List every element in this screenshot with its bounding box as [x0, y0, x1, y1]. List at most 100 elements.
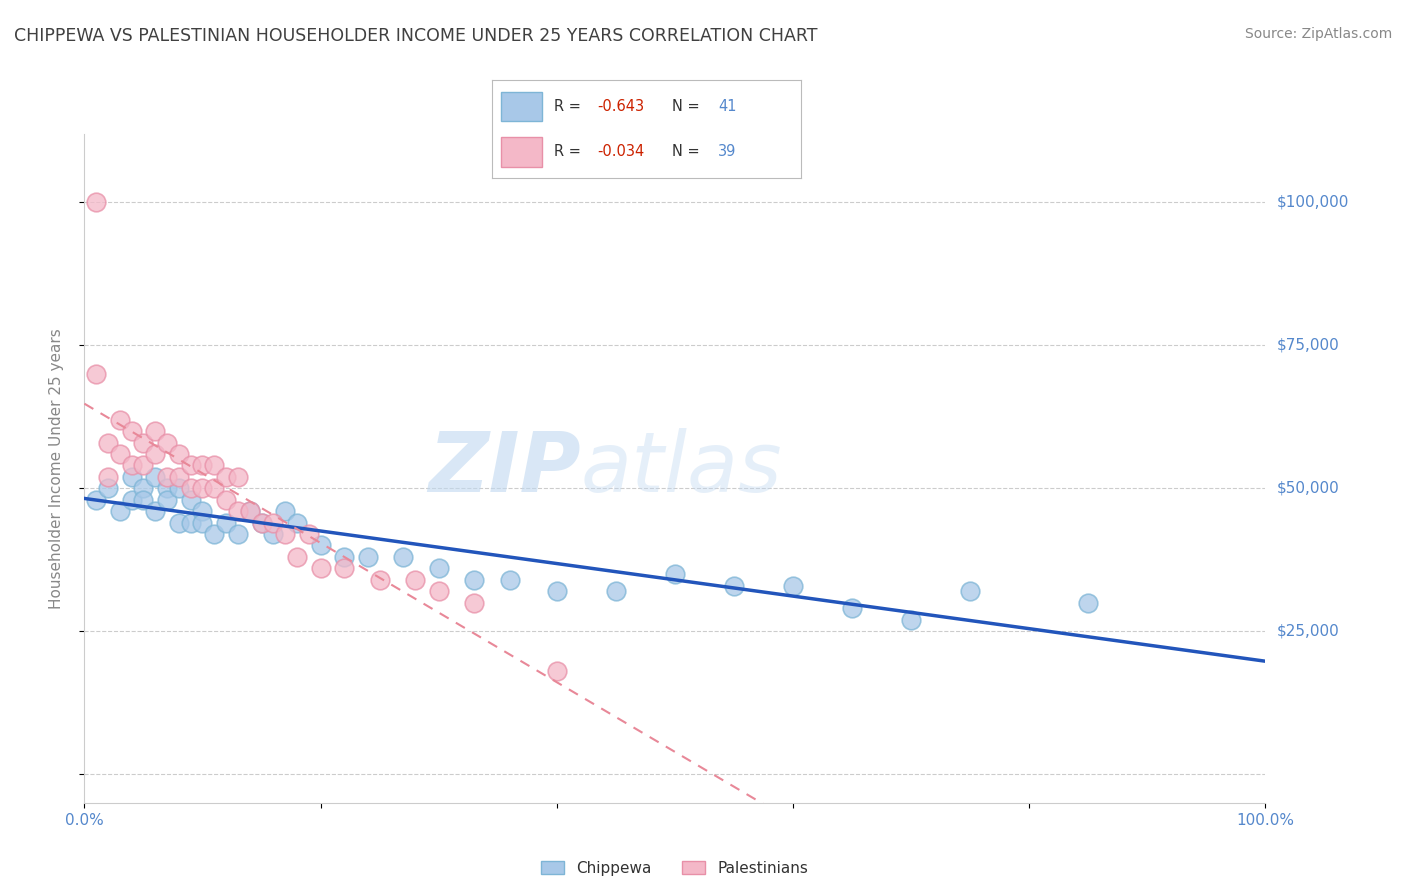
- Point: [404, 573, 426, 587]
- Point: [156, 492, 179, 507]
- Text: $75,000: $75,000: [1277, 338, 1340, 353]
- Point: [97, 481, 120, 495]
- Point: [167, 481, 190, 495]
- Point: [298, 527, 321, 541]
- Point: [191, 458, 214, 473]
- Point: [309, 539, 332, 553]
- Text: N =: N =: [672, 99, 704, 114]
- Point: [143, 504, 166, 518]
- Point: [156, 435, 179, 450]
- Text: $100,000: $100,000: [1277, 195, 1348, 210]
- Point: [97, 470, 120, 484]
- Point: [180, 458, 202, 473]
- Point: [841, 601, 863, 615]
- Point: [167, 516, 190, 530]
- Point: [900, 613, 922, 627]
- Point: [202, 481, 225, 495]
- Point: [191, 481, 214, 495]
- Point: [605, 584, 627, 599]
- Text: $50,000: $50,000: [1277, 481, 1340, 496]
- Point: [167, 447, 190, 461]
- Text: 41: 41: [718, 99, 737, 114]
- Point: [333, 561, 356, 575]
- Text: ZIP: ZIP: [427, 428, 581, 508]
- Point: [97, 435, 120, 450]
- Point: [121, 492, 143, 507]
- Point: [226, 470, 249, 484]
- Point: [191, 516, 214, 530]
- Point: [180, 516, 202, 530]
- Y-axis label: Householder Income Under 25 years: Householder Income Under 25 years: [49, 328, 63, 608]
- Point: [108, 413, 131, 427]
- Point: [357, 549, 380, 564]
- Point: [191, 504, 214, 518]
- Point: [180, 481, 202, 495]
- Text: CHIPPEWA VS PALESTINIAN HOUSEHOLDER INCOME UNDER 25 YEARS CORRELATION CHART: CHIPPEWA VS PALESTINIAN HOUSEHOLDER INCO…: [14, 27, 817, 45]
- Point: [202, 527, 225, 541]
- Text: -0.034: -0.034: [598, 145, 644, 160]
- Point: [180, 492, 202, 507]
- Point: [202, 458, 225, 473]
- Point: [143, 424, 166, 438]
- Point: [546, 584, 568, 599]
- Text: Source: ZipAtlas.com: Source: ZipAtlas.com: [1244, 27, 1392, 41]
- Point: [121, 470, 143, 484]
- Text: atlas: atlas: [581, 428, 782, 508]
- Point: [215, 492, 238, 507]
- Point: [262, 527, 284, 541]
- Point: [121, 458, 143, 473]
- Point: [1077, 596, 1099, 610]
- Text: R =: R =: [554, 145, 585, 160]
- Point: [274, 527, 297, 541]
- Point: [285, 516, 308, 530]
- Point: [226, 527, 249, 541]
- Text: $25,000: $25,000: [1277, 624, 1340, 639]
- Point: [143, 470, 166, 484]
- Point: [108, 504, 131, 518]
- Point: [546, 665, 568, 679]
- Point: [959, 584, 981, 599]
- Text: N =: N =: [672, 145, 704, 160]
- Text: -0.643: -0.643: [598, 99, 644, 114]
- Point: [132, 435, 155, 450]
- Point: [250, 516, 273, 530]
- Point: [262, 516, 284, 530]
- Point: [285, 549, 308, 564]
- Bar: [502, 92, 541, 121]
- Point: [239, 504, 262, 518]
- Point: [250, 516, 273, 530]
- Point: [723, 578, 745, 592]
- Point: [108, 447, 131, 461]
- Point: [239, 504, 262, 518]
- Bar: [502, 137, 541, 167]
- Point: [215, 516, 238, 530]
- Point: [368, 573, 391, 587]
- Point: [782, 578, 804, 592]
- Point: [84, 195, 107, 210]
- Point: [226, 504, 249, 518]
- Legend: Chippewa, Palestinians: Chippewa, Palestinians: [536, 855, 814, 882]
- Point: [132, 458, 155, 473]
- Point: [463, 573, 485, 587]
- Point: [333, 549, 356, 564]
- Point: [309, 561, 332, 575]
- Point: [664, 567, 686, 582]
- Point: [274, 504, 297, 518]
- Point: [121, 424, 143, 438]
- Point: [84, 367, 107, 381]
- Point: [143, 447, 166, 461]
- Point: [167, 470, 190, 484]
- Point: [463, 596, 485, 610]
- Text: R =: R =: [554, 99, 585, 114]
- Point: [427, 584, 450, 599]
- Point: [132, 492, 155, 507]
- Text: 39: 39: [718, 145, 737, 160]
- Point: [156, 470, 179, 484]
- Point: [498, 573, 520, 587]
- Point: [215, 470, 238, 484]
- Point: [84, 492, 107, 507]
- Point: [392, 549, 415, 564]
- Point: [427, 561, 450, 575]
- Point: [156, 481, 179, 495]
- Point: [132, 481, 155, 495]
